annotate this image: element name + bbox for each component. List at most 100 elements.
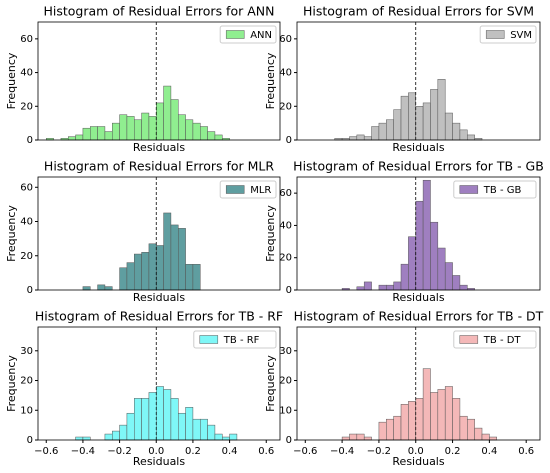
bar [148, 392, 157, 441]
bar [356, 286, 365, 291]
bar [349, 136, 358, 141]
bar [82, 127, 91, 141]
bar [90, 126, 98, 141]
x-axis-label: Residuals [392, 291, 444, 304]
y-tick-label: 0 [27, 285, 33, 296]
y-tick-label: 0 [286, 435, 292, 446]
bar [452, 275, 461, 291]
chart-title: Histogram of Residual Errors for TB - RF [35, 309, 283, 324]
bar [178, 228, 186, 291]
bar [378, 421, 387, 441]
y-axis-label: Frequency [5, 355, 18, 412]
bar [386, 284, 394, 291]
bar [393, 109, 402, 141]
y-axis-label: Frequency [264, 205, 277, 262]
chart-title: Histogram of Residual Errors for SVM [303, 4, 534, 19]
bar [386, 418, 394, 441]
x-tick-label: −0.4 [71, 446, 95, 457]
x-tick-label: 0.6 [258, 446, 274, 457]
chart-title: Histogram of Residual Errors for MLR [44, 159, 274, 174]
bar [363, 436, 372, 441]
bar [170, 224, 179, 291]
bar [134, 253, 142, 291]
bar [444, 386, 453, 441]
y-tick-label: 20 [279, 253, 292, 264]
y-tick-label: 60 [279, 188, 292, 199]
bar [97, 284, 106, 291]
bar [82, 286, 91, 291]
bar [200, 126, 208, 141]
bar [163, 389, 172, 441]
plot-frame [296, 176, 541, 291]
bar [415, 106, 424, 141]
bar [444, 262, 453, 291]
y-tick-label: 30 [279, 346, 292, 357]
bar [148, 243, 157, 291]
bar [356, 134, 365, 141]
bar [386, 119, 394, 141]
bar [408, 92, 416, 141]
x-tick-label: 0.6 [518, 446, 534, 457]
bar [408, 401, 416, 441]
legend-swatch [459, 335, 479, 344]
bar [185, 264, 194, 291]
y-tick-label: 30 [20, 346, 33, 357]
chart-title: Histogram of Residual Errors for TB - GB [293, 159, 544, 174]
y-tick-label: 20 [20, 251, 33, 262]
legend-swatch [225, 30, 245, 39]
y-axis-label: Frequency [5, 52, 18, 109]
bar [207, 131, 216, 141]
bar [430, 221, 439, 291]
bar [192, 122, 201, 141]
bar [489, 436, 497, 441]
y-tick-label: 20 [279, 101, 292, 112]
x-tick-label: −0.6 [34, 446, 58, 457]
legend-label: TB - GB [483, 185, 522, 196]
bar [444, 112, 453, 141]
bar [185, 119, 194, 141]
x-axis-label: Residuals [392, 455, 444, 468]
bar [207, 424, 216, 441]
bar [75, 134, 84, 141]
bar [393, 415, 402, 441]
bar [192, 264, 201, 291]
bar [430, 392, 439, 441]
legend-label: TB - RF [223, 335, 260, 346]
x-axis-label: Residuals [133, 291, 185, 304]
bar [437, 247, 446, 291]
legend-label: TB - DT [483, 335, 522, 346]
y-tick-label: 60 [279, 34, 292, 45]
x-tick-label: 0.0 [148, 446, 164, 457]
bar [112, 122, 120, 141]
x-tick-label: 0.2 [185, 446, 201, 457]
bar [341, 436, 350, 441]
y-axis-label: Frequency [264, 52, 277, 109]
y-tick-label: 20 [20, 376, 33, 387]
bar [126, 412, 135, 441]
plot-frame [296, 326, 541, 441]
y-tick-label: 0 [286, 285, 292, 296]
bar [119, 114, 128, 141]
bar [422, 179, 431, 291]
bar [415, 200, 424, 291]
bar [400, 95, 409, 141]
x-tick-label: −0.2 [107, 446, 131, 457]
bar [75, 436, 84, 441]
legend-swatch [225, 185, 245, 194]
bar [141, 112, 150, 141]
bar [112, 430, 120, 441]
bar [104, 131, 113, 141]
bar [422, 368, 431, 441]
bar [163, 212, 172, 291]
bar [119, 267, 128, 291]
bar [170, 398, 179, 441]
legend-swatch [459, 185, 479, 194]
plot-frame [37, 21, 281, 141]
bar [178, 412, 186, 441]
bar [141, 398, 150, 441]
plot-frame [37, 176, 281, 291]
y-tick-label: 10 [279, 405, 292, 416]
y-tick-label: 0 [286, 135, 292, 146]
bar [141, 252, 150, 291]
